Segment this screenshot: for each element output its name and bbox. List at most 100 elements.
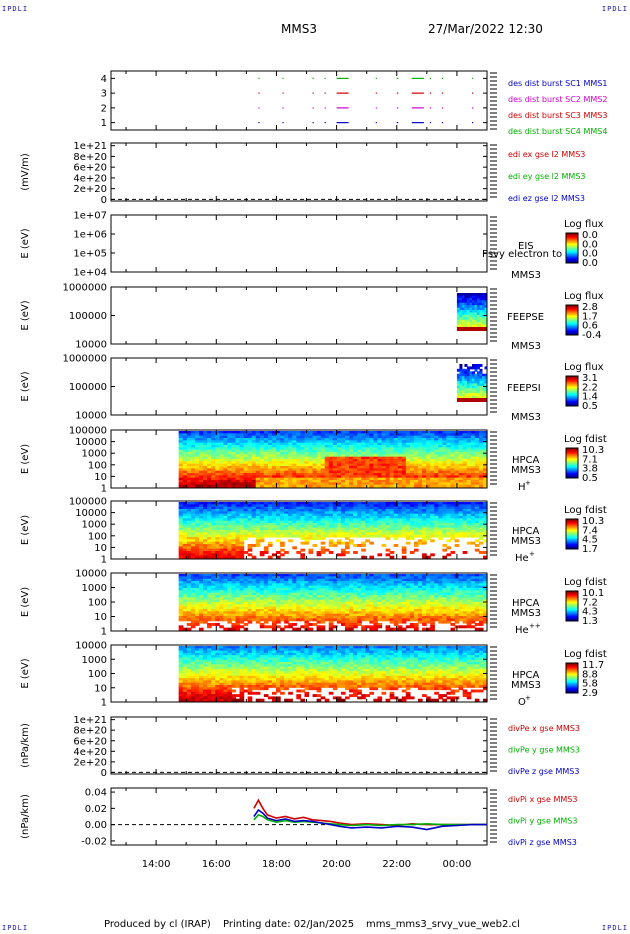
spectrogram-cell [401,525,407,529]
spectrogram-cell [430,433,435,437]
spectrogram-cell [239,583,245,587]
spectrogram-cell [239,618,245,622]
spectrogram-cell [353,513,358,517]
spectrogram-cell [422,555,427,559]
spectrogram-cell [207,590,212,594]
spectrogram-cell [353,534,358,538]
spectrogram-cell [340,527,346,531]
colorbar-cell [566,537,578,539]
spectrogram-cell [401,447,407,451]
spectrogram-cell [203,461,208,465]
spectrogram-cell [397,480,403,483]
spectrogram-cell [308,449,314,453]
spectrogram-cell [409,520,415,524]
spectrogram-cell [296,581,301,584]
spectrogram-cell [336,484,342,488]
spectrogram-cell [397,523,403,526]
spectrogram-cell [385,454,391,458]
spectrogram-cell [288,502,293,505]
spectrogram-cell [203,502,208,505]
legend-entry: des dist burst SC1 MMS1 [508,79,607,88]
spectrogram-cell [332,509,338,512]
spectrogram-cell [413,480,419,483]
spectrogram-cell [198,509,204,512]
spectrogram-cell [340,463,346,467]
spectrogram-cell [211,590,216,594]
spectrogram-cell [442,477,448,481]
spectrogram-cell [203,527,208,531]
spectrogram-cell [259,606,265,610]
spectrogram-cell [219,574,224,577]
spectrogram-cell [357,544,362,547]
spectrogram-cell [271,597,277,601]
spectrogram-cell [393,544,399,547]
spectrogram-cell [207,454,212,458]
spectrogram-cell [426,449,431,453]
spectrogram-cell [422,525,427,529]
spectrogram-cell [300,525,306,529]
spectrogram-cell [470,477,476,481]
spectrogram-cell [324,516,330,519]
spectrogram-cell [203,544,208,547]
spectrogram-cell [300,534,306,538]
spectrogram-cell [276,604,281,608]
spectrogram-cell [357,534,362,538]
spectrogram-cell [190,544,196,547]
spectrogram-cell [243,604,249,608]
spectrogram-cell [182,553,188,557]
spectrogram-cell [300,555,306,559]
spectrogram-cell [458,438,464,441]
spectrogram-cell [276,447,281,451]
colorbar-cell [566,326,578,328]
spectrogram-cell [381,511,387,515]
spectrogram-cell [211,480,216,483]
spectrogram-cell [377,480,383,483]
spectrogram-cell [182,520,188,524]
spectrogram-cell [271,468,277,472]
colorbar-cell [566,317,578,319]
spectrogram-cell [385,525,391,529]
spectrogram-cell [267,576,273,580]
spectrogram-cell [215,482,220,486]
spectrogram-cell [235,504,241,508]
spectrogram-cell [223,482,228,486]
spectrogram-cell [227,438,233,441]
spectrogram-cell [284,433,289,437]
spectrogram-cell [481,373,485,377]
spectrogram-cell [235,623,241,626]
spectrogram-cell [332,516,338,519]
spectrogram-cell [207,527,212,531]
spectrogram-cell [247,583,253,587]
spectrogram-cell [474,502,480,505]
spectrogram-cell [373,433,379,437]
spectrogram-cell [430,534,435,538]
spectrogram-cell [227,452,233,455]
spectrogram-cell [198,597,204,601]
spectrogram-cell [255,431,261,434]
spectrogram-cell [215,502,220,505]
spectrogram-cell [207,513,212,517]
spectrogram-cell [215,539,220,543]
spectrogram-cell [251,602,257,605]
spectrogram-cell [288,445,293,448]
spectrogram-cell [190,445,196,448]
spectrogram-cell [393,509,399,512]
spectrogram-cell [434,480,439,483]
spectrogram-cell [462,435,468,439]
spectrogram-cell [418,447,423,451]
spectrogram-cell [215,534,220,538]
spectrogram-cell [267,445,273,448]
spectrogram-cell [476,307,480,311]
spectrogram-cell [190,611,196,615]
spectrogram-cell [251,581,257,584]
spectrogram-cell [178,504,184,508]
spectrogram-cell [474,293,478,296]
spectrogram-cell [464,378,468,382]
spectrogram-cell [227,574,233,577]
spectrogram-cell [251,555,257,559]
spectrogram-cell [247,527,253,531]
colorbar-cell [566,538,578,540]
spectrogram-cell [470,449,476,453]
spectrogram-cell [243,447,249,451]
colorbar-cell [566,450,578,452]
